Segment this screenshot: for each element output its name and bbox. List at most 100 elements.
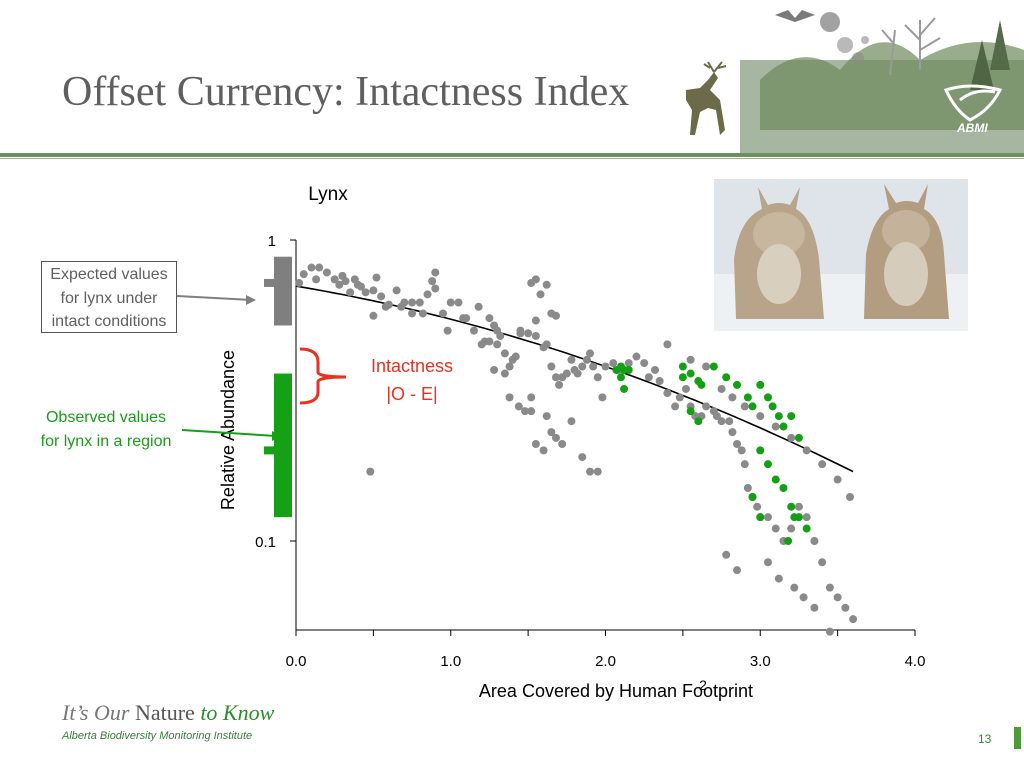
- grey-data-point: [531, 440, 540, 449]
- grey-data-point: [849, 615, 858, 624]
- grey-data-point: [322, 268, 331, 277]
- expected-arrowhead: [246, 295, 256, 305]
- x-tick-label: 1.0: [440, 653, 461, 670]
- expected-values-callout: Expected values for lynx under intact co…: [41, 261, 177, 333]
- footer-tagline: It’s Our Nature to Know: [62, 700, 274, 726]
- grey-data-point: [671, 402, 680, 411]
- green-data-point: [678, 362, 687, 371]
- x-tick-label: 0.0: [286, 653, 307, 670]
- grey-data-point: [500, 369, 509, 378]
- grey-data-point: [589, 362, 598, 371]
- grey-data-point: [356, 282, 365, 291]
- grey-data-point: [418, 309, 427, 318]
- green-data-point: [756, 446, 765, 455]
- y-tick-label: 1: [268, 233, 276, 250]
- grey-data-point: [737, 446, 746, 455]
- intactness-line-1: Intactness: [370, 356, 454, 376]
- grey-data-point: [799, 593, 808, 602]
- grey-data-point: [431, 284, 440, 293]
- grey-data-point: [516, 329, 525, 338]
- green-data-point: [709, 362, 718, 371]
- grey-data-point: [369, 311, 378, 320]
- grey-data-point: [722, 550, 731, 559]
- grey-data-point: [640, 359, 649, 368]
- intactness-label: Intactness |O - E|: [358, 352, 466, 408]
- green-data-point: [771, 475, 780, 484]
- green-data-point: [756, 380, 765, 389]
- grey-data-point: [551, 373, 560, 382]
- grey-data-point: [717, 384, 726, 393]
- grey-data-point: [833, 475, 842, 484]
- grey-data-point: [763, 558, 772, 567]
- grey-data-point: [521, 407, 530, 416]
- expected-line-2: for lynx under: [60, 289, 158, 307]
- grey-data-point: [740, 460, 749, 469]
- green-data-point: [784, 537, 793, 545]
- green-data-point: [743, 393, 752, 402]
- grey-data-point: [431, 268, 440, 277]
- grey-data-point: [423, 290, 432, 299]
- green-data-point: [763, 393, 772, 402]
- x-tick-label: 3.0: [750, 653, 771, 670]
- header-nature-illustration: [686, 10, 1024, 156]
- x-axis-label: Area Covered by Human Footprint: [479, 681, 753, 701]
- grey-data-point: [415, 298, 424, 307]
- intactness-line-2: |O - E|: [386, 384, 438, 404]
- grey-data-point: [743, 483, 752, 492]
- green-data-point: [787, 412, 796, 421]
- grey-data-point: [675, 393, 684, 402]
- grey-data-point: [485, 337, 494, 346]
- footer-organization: Alberta Biodiversity Monitoring Institut…: [62, 730, 253, 742]
- green-data-point: [616, 373, 625, 382]
- grey-data-point: [400, 298, 409, 307]
- grey-data-point: [567, 355, 576, 364]
- green-data-point: [624, 365, 633, 374]
- grey-data-point: [573, 369, 582, 378]
- green-data-point: [620, 384, 629, 393]
- grey-data-point: [825, 583, 834, 592]
- green-data-point: [756, 513, 765, 522]
- grey-data-point: [511, 352, 520, 361]
- grey-data-point: [810, 537, 819, 545]
- green-data-point: [733, 380, 742, 389]
- grey-data-point: [335, 280, 344, 289]
- green-data-point: [774, 412, 783, 421]
- grey-data-point: [299, 270, 308, 279]
- grey-data-point: [505, 393, 514, 402]
- grey-data-point: [408, 298, 417, 307]
- grey-data-point: [341, 277, 350, 286]
- grey-data-point: [346, 288, 355, 297]
- grey-data-point: [547, 428, 556, 437]
- intactness-brace: [299, 347, 347, 405]
- grey-data-point: [505, 362, 514, 371]
- header-divider-thin: [0, 158, 1024, 159]
- observed-values-callout: Observed values for lynx in a region: [26, 406, 186, 454]
- grey-data-point: [717, 417, 726, 426]
- grey-data-point: [462, 314, 471, 323]
- grey-data-point: [539, 446, 548, 455]
- grey-data-point: [527, 393, 536, 402]
- observed-line-1: Observed values: [45, 409, 167, 426]
- grey-data-point: [366, 467, 375, 476]
- grey-data-point: [527, 407, 536, 416]
- lynx-photo: [714, 179, 968, 331]
- grey-data-point: [547, 362, 556, 371]
- grey-data-point: [810, 603, 819, 612]
- grey-data-point: [663, 389, 672, 398]
- grey-data-point: [578, 453, 587, 462]
- grey-data-point: [733, 440, 742, 449]
- grey-data-point: [725, 417, 734, 426]
- grey-data-point: [833, 593, 842, 602]
- grey-data-point: [663, 340, 672, 349]
- green-data-point: [748, 402, 757, 411]
- grey-data-point: [454, 298, 463, 307]
- grey-data-point: [493, 340, 502, 349]
- green-data-point: [694, 417, 703, 426]
- page-accent-bar: [1014, 727, 1021, 749]
- grey-data-point: [531, 316, 540, 325]
- green-data-point: [697, 380, 706, 389]
- observed-range-bar: [274, 373, 292, 518]
- green-data-point: [763, 460, 772, 469]
- grey-data-point: [558, 440, 567, 449]
